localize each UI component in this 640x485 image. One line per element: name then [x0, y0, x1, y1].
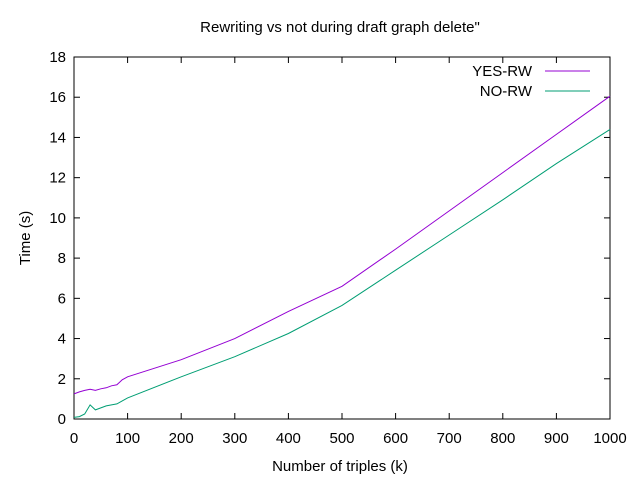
x-tick-label: 700: [437, 430, 462, 447]
x-tick-label: 800: [490, 430, 515, 447]
x-tick-label: 400: [276, 430, 301, 447]
x-tick-label: 200: [169, 430, 194, 447]
x-tick-label: 900: [544, 430, 569, 447]
x-tick-label: 1000: [593, 430, 626, 447]
y-axis-label: Time (s): [17, 211, 34, 265]
series-line-no-rw: [73, 128, 611, 418]
y-tick-label: 4: [58, 331, 66, 348]
series-lines: [73, 95, 611, 418]
legend-label: NO-RW: [480, 83, 533, 100]
y-tick-label: 8: [58, 250, 66, 267]
x-tick-label: 300: [222, 430, 247, 447]
y-tick-label: 18: [49, 49, 66, 66]
y-tick-label: 2: [58, 371, 66, 388]
y-tick-label: 12: [49, 170, 66, 187]
legend-label: YES-RW: [472, 63, 533, 80]
y-tick-label: 0: [58, 411, 66, 428]
x-tick-label: 100: [115, 430, 140, 447]
x-tick-label: 500: [329, 430, 354, 447]
plot-frame: [73, 56, 611, 420]
y-tick-label: 6: [58, 290, 66, 307]
y-axis: 0 2 4 6 8 10 12 14 16 18: [49, 49, 610, 428]
x-tick-label: 0: [70, 430, 78, 447]
legend: YES-RW NO-RW: [472, 63, 590, 100]
series-line-yes-rw: [73, 95, 611, 395]
y-tick-label: 10: [49, 210, 66, 227]
x-axis: 0 100 200 300 400 500 600 700 800 900 1000: [70, 57, 627, 447]
chart-title: Rewriting vs not during draft graph dele…: [200, 19, 480, 36]
y-tick-label: 14: [49, 129, 66, 146]
x-tick-label: 600: [383, 430, 408, 447]
x-axis-label: Number of triples (k): [272, 458, 408, 475]
y-tick-label: 16: [49, 89, 66, 106]
